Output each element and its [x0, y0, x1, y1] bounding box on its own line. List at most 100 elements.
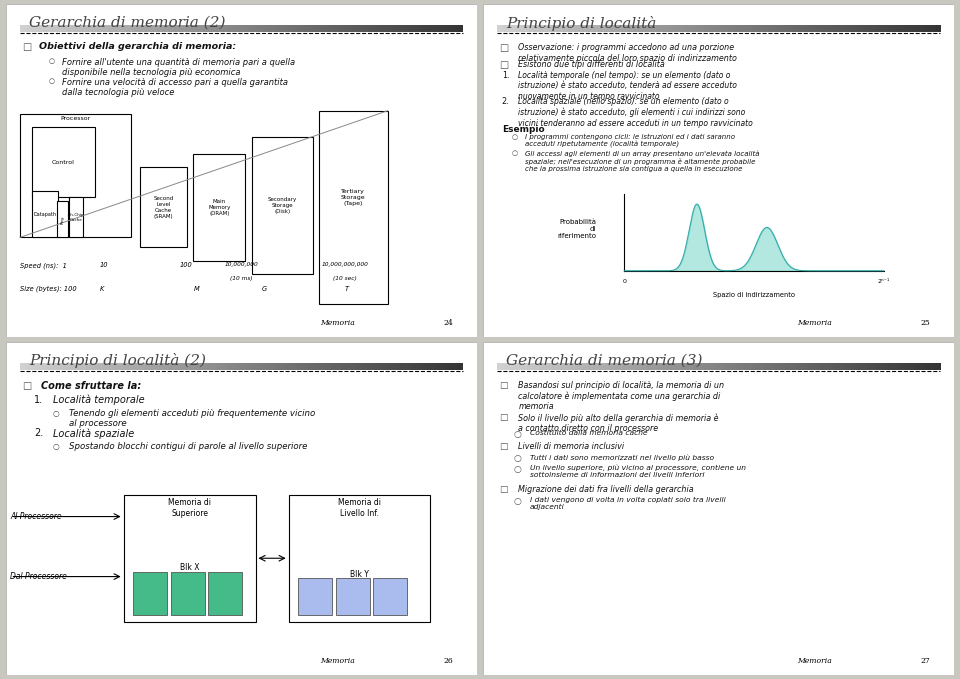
Bar [807, 25, 811, 33]
Bar [612, 363, 615, 370]
Bar [693, 363, 697, 370]
Bar [885, 363, 889, 370]
Bar [722, 25, 727, 33]
Bar [900, 363, 903, 370]
Bar [696, 25, 701, 33]
Bar [626, 363, 631, 370]
Text: Tertiary
Storage
(Tape): Tertiary Storage (Tape) [341, 189, 366, 206]
Bar [896, 25, 900, 33]
Text: □: □ [499, 60, 509, 70]
Bar [660, 363, 663, 370]
Bar [564, 363, 567, 370]
Bar [341, 363, 346, 370]
Bar [774, 25, 779, 33]
Bar [556, 25, 561, 33]
Bar [171, 363, 176, 370]
Bar [778, 363, 781, 370]
Bar [866, 25, 871, 33]
Text: Principio di località (2): Principio di località (2) [30, 353, 206, 368]
Bar [726, 363, 731, 370]
Bar [641, 25, 645, 33]
Bar [444, 25, 448, 33]
Bar [667, 363, 671, 370]
Bar [715, 363, 719, 370]
Bar [208, 572, 242, 615]
Text: ○: ○ [514, 430, 521, 439]
Bar [338, 363, 342, 370]
Bar [271, 363, 276, 370]
Bar [837, 25, 841, 33]
Text: Reg.: Reg. [60, 215, 64, 223]
Bar [622, 363, 627, 370]
Bar [863, 363, 867, 370]
Bar [282, 25, 286, 33]
Bar [600, 25, 605, 33]
Bar [704, 25, 708, 33]
Bar [300, 363, 304, 370]
Bar [219, 363, 224, 370]
Text: Località temporale: Località temporale [53, 395, 145, 405]
Bar [512, 25, 516, 33]
Bar [892, 25, 897, 33]
Bar [127, 363, 132, 370]
Bar [260, 363, 264, 370]
Bar [204, 363, 208, 370]
Bar [415, 363, 420, 370]
Text: ○: ○ [514, 465, 521, 474]
Bar [877, 25, 881, 33]
Bar [767, 25, 771, 33]
Bar [929, 25, 933, 33]
Bar [219, 25, 224, 33]
Bar [348, 363, 352, 370]
Bar [863, 25, 867, 33]
Bar [564, 25, 567, 33]
Bar [57, 25, 61, 33]
Bar [852, 25, 855, 33]
Text: K: K [100, 286, 105, 292]
Bar [348, 25, 352, 33]
Bar [741, 363, 745, 370]
Bar [903, 25, 907, 33]
Bar [619, 25, 623, 33]
Bar [131, 363, 134, 370]
Bar [133, 572, 167, 615]
Bar [32, 191, 58, 238]
Bar [336, 579, 370, 615]
Bar [300, 25, 304, 33]
Bar [925, 363, 929, 370]
Bar [833, 363, 837, 370]
Bar [574, 25, 579, 33]
Bar [72, 363, 76, 370]
Bar [426, 363, 430, 370]
Bar [855, 25, 859, 33]
Bar [94, 25, 98, 33]
Bar [914, 363, 919, 370]
Bar [238, 25, 242, 33]
Bar [60, 25, 64, 33]
Bar [238, 363, 242, 370]
Bar [663, 25, 667, 33]
Bar [264, 363, 268, 370]
Bar [164, 25, 168, 33]
Bar [582, 25, 587, 33]
Bar [363, 25, 368, 33]
Bar [142, 25, 146, 33]
Bar [275, 363, 278, 370]
Bar [848, 363, 852, 370]
Bar [804, 363, 807, 370]
Bar [20, 25, 24, 33]
Bar [382, 363, 386, 370]
Bar [682, 25, 685, 33]
Bar [153, 25, 157, 33]
Bar [352, 25, 356, 33]
Text: Principio di località: Principio di località [507, 16, 657, 31]
Bar [778, 25, 781, 33]
Bar [733, 363, 737, 370]
Text: □: □ [499, 414, 508, 422]
Bar [64, 363, 68, 370]
Bar [315, 363, 320, 370]
Bar [134, 25, 138, 33]
Text: Solo il livello più alto della gerarchia di memoria è
a contatto diretto con il : Solo il livello più alto della gerarchia… [518, 414, 719, 433]
Text: Datapath: Datapath [34, 212, 56, 217]
Bar [571, 363, 575, 370]
